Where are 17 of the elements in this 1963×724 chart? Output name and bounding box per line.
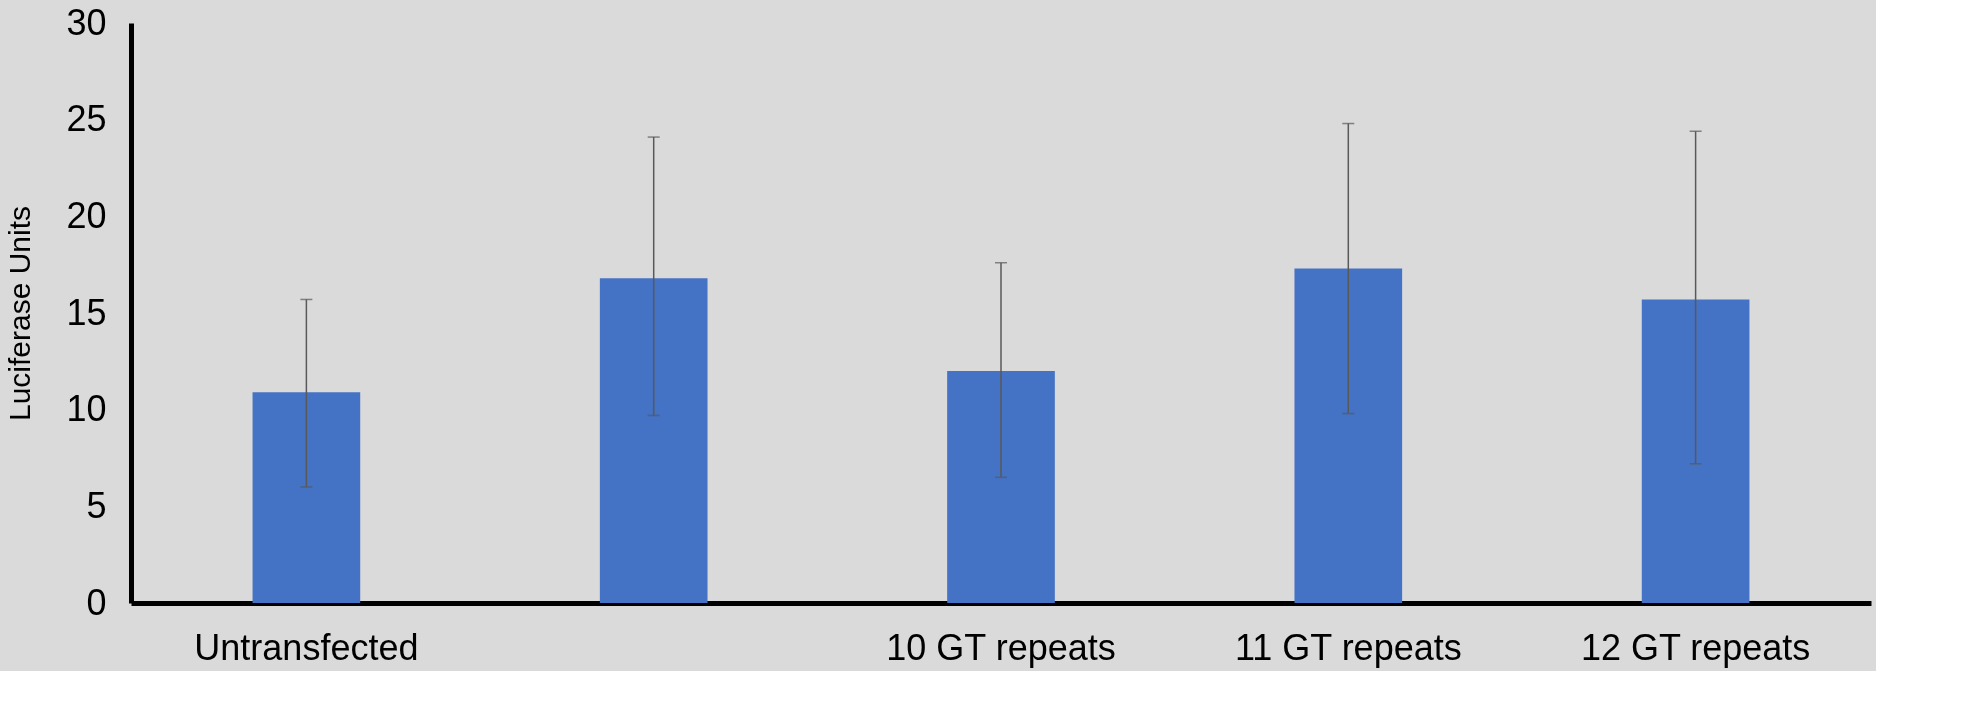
y-tick-label: 5 — [86, 484, 107, 526]
bar — [1641, 299, 1750, 603]
bar — [947, 371, 1055, 603]
y-tick-label: 15 — [66, 291, 107, 333]
y-tick-label: 30 — [66, 1, 107, 43]
y-tick-label: 0 — [86, 581, 107, 623]
x-tick-label: 10 GT repeats — [886, 626, 1116, 668]
x-tick-label: 11 GT repeats — [1234, 626, 1462, 668]
bar — [1294, 268, 1403, 603]
x-tick-label: Untransfected — [194, 626, 419, 668]
y-tick-label: 10 — [66, 388, 107, 430]
y-tick-label: 25 — [66, 98, 107, 140]
bar — [252, 392, 361, 603]
bar — [599, 278, 708, 603]
y-axis-title: Luciferase Units — [3, 205, 37, 422]
x-tick-label: 12 GT repeats — [1580, 626, 1811, 668]
y-tick-label: 20 — [66, 194, 107, 236]
